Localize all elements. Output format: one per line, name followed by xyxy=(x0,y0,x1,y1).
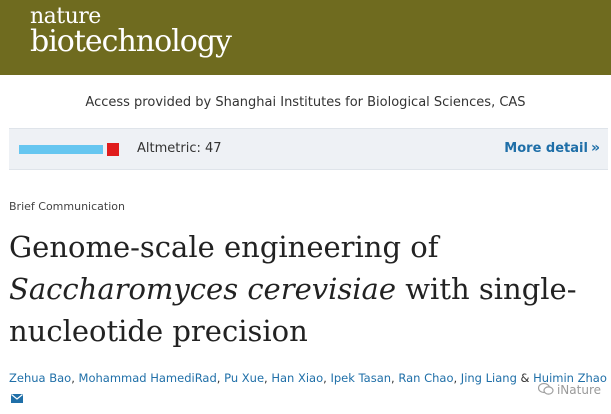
watermark-text: iNature xyxy=(556,383,601,397)
access-notice: Access provided by Shanghai Institutes f… xyxy=(85,95,526,110)
logo-line-nature: nature xyxy=(30,4,101,29)
altmetric-badge-bar[interactable] xyxy=(19,145,103,154)
journal-logo[interactable]: nature biotechnology xyxy=(30,4,232,59)
altmetric-score: Altmetric: 47 xyxy=(137,141,222,156)
author-link[interactable]: Pu Xue xyxy=(224,371,265,385)
author-list: Zehua Bao, Mohammad HamediRad, Pu Xue, H… xyxy=(9,368,607,409)
altmetric-badge-square[interactable] xyxy=(107,143,119,156)
article-type: Brief Communication xyxy=(9,200,125,213)
title-part2: with single-nucleotide precision xyxy=(9,272,577,348)
envelope-icon[interactable] xyxy=(11,389,23,409)
title-part1: Genome-scale engineering of xyxy=(9,230,439,264)
author-link[interactable]: Mohammad HamediRad xyxy=(78,371,217,385)
more-detail-label: More detail xyxy=(504,141,588,156)
author-link[interactable]: Jing Liang xyxy=(460,371,517,385)
masthead: nature biotechnology xyxy=(0,0,611,75)
author-link[interactable]: Ran Chao xyxy=(398,371,454,385)
logo-line-biotechnology: biotechnology xyxy=(30,24,232,59)
article-title: Genome-scale engineering of Saccharomyces… xyxy=(9,226,599,352)
author-link[interactable]: Zehua Bao xyxy=(9,371,72,385)
author-link[interactable]: Huimin Zhao xyxy=(533,371,607,385)
watermark: iNature xyxy=(537,382,601,399)
title-species: Saccharomyces cerevisiae xyxy=(9,272,397,306)
double-chevron-right-icon: » xyxy=(590,140,600,156)
metrics-bar: Altmetric: 47 More detail» xyxy=(9,128,608,170)
wechat-icon xyxy=(537,382,554,399)
author-link[interactable]: Ipek Tasan xyxy=(330,371,392,385)
more-detail-link[interactable]: More detail» xyxy=(504,140,600,156)
author-link[interactable]: Han Xiao xyxy=(271,371,324,385)
